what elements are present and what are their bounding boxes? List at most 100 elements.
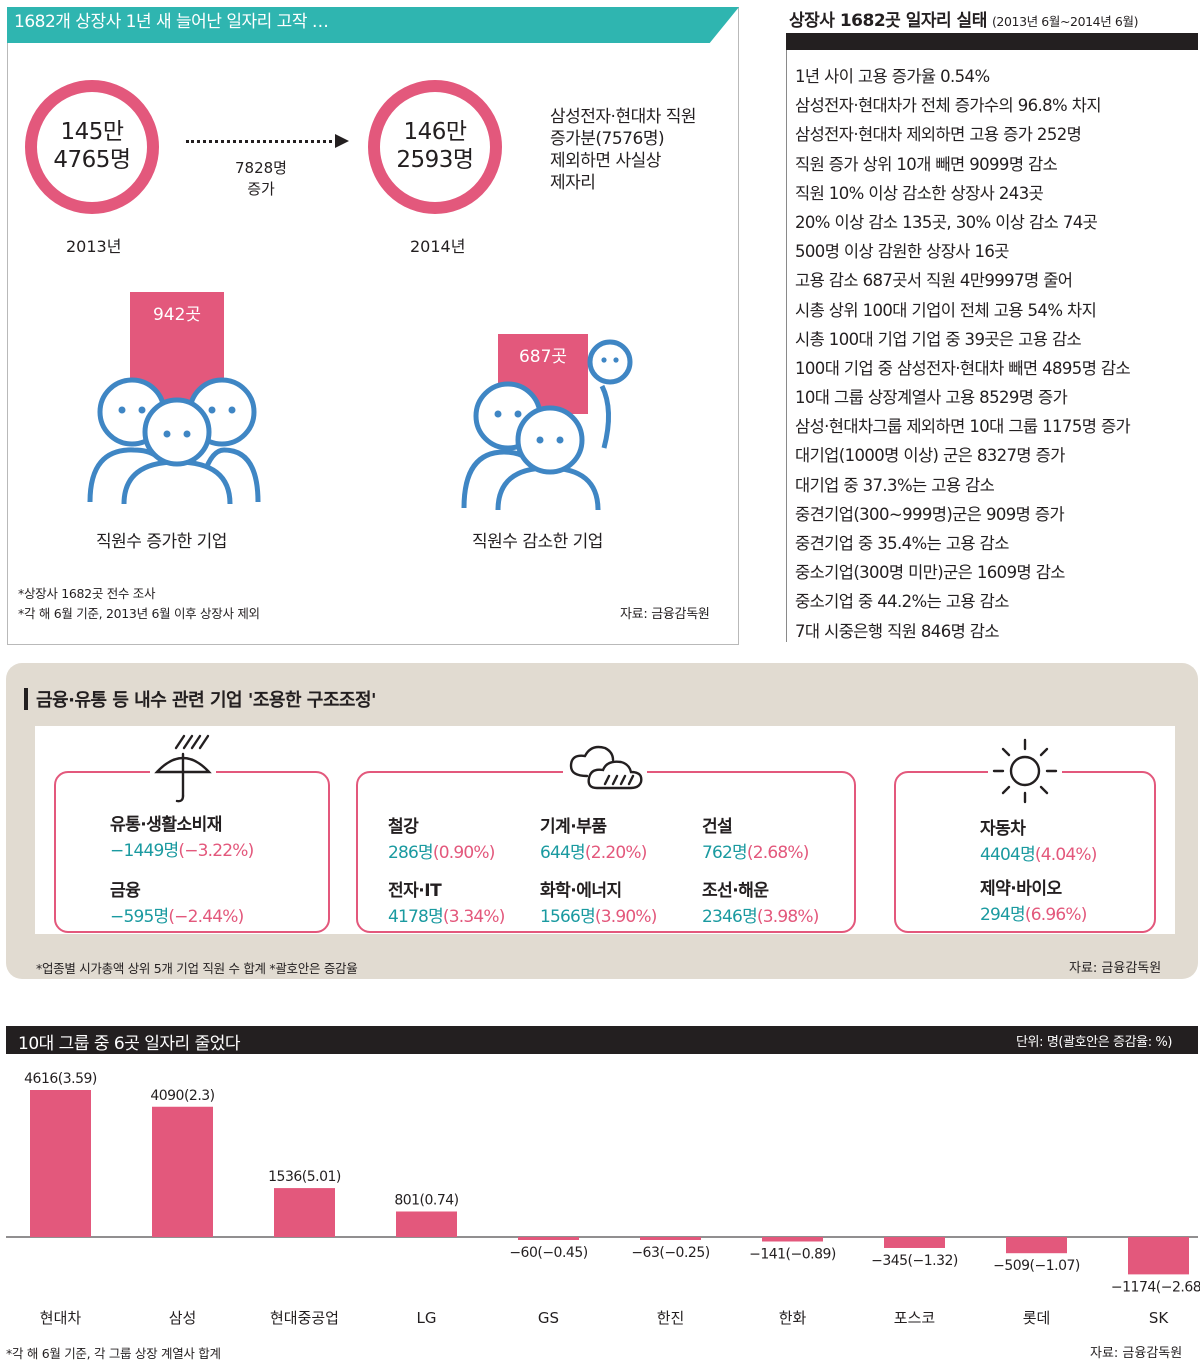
bar-8 — [1006, 1237, 1067, 1254]
group-bar-chart: 4616(3.59) 현대차 4090(2.3) 삼성 1536(5.01) 현대중공업 8… — [6, 1071, 1200, 1327]
bar-1 — [152, 1106, 213, 1237]
footnote-basis: *각 해 6월 기준, 2013년 6월 이후 상장사 제외 — [18, 606, 260, 621]
footnote-survey: *상장사 1682곳 전수 조사 — [18, 586, 156, 601]
sector-machine-value: 644명(2.20%) — [540, 843, 647, 863]
list-item: 500명 이상 감원한 상장사 16곳 — [795, 242, 1009, 262]
sector-machine-name: 기계·부품 — [540, 817, 607, 837]
sun-icon — [988, 736, 1062, 806]
sector-footnote: *업종별 시가총액 상위 5개 기업 직원 수 합계 *괄호안은 증감율 — [36, 961, 358, 976]
category-label-0: 현대차 — [40, 1309, 82, 1327]
bar-0 — [30, 1090, 91, 1237]
bar-value-label-6: −141(−0.89) — [749, 1246, 836, 1262]
status-title-bar — [786, 33, 1198, 50]
ring-2013-line2: 4765명 — [53, 147, 131, 173]
category-label-7: 포스코 — [894, 1309, 935, 1327]
list-item: 1년 사이 고용 증가율 0.54% — [795, 67, 990, 86]
ring-2014: 146만 2593명 — [368, 80, 502, 214]
category-label-8: 롯데 — [1023, 1309, 1051, 1327]
arrow-right-icon — [335, 134, 349, 148]
list-item: 중견기업 중 35.4%는 고용 감소 — [795, 534, 1009, 553]
bar-value-label-2: 1536(5.01) — [268, 1169, 341, 1185]
category-label-3: LG — [417, 1309, 437, 1327]
group-chart-unit: 단위: 명(괄호안은 증감율: %) — [1016, 1035, 1173, 1050]
summary-title-banner — [7, 7, 739, 43]
sector-finance-value: −595명(−2.44%) — [110, 907, 244, 927]
list-item: 20% 이상 감소 135곳, 30% 이상 감소 74곳 — [795, 212, 1098, 232]
sector-title-marker — [24, 688, 28, 710]
sector-retail-value: −1449명(−3.22%) — [110, 841, 254, 861]
list-item: 시총 상위 100대 기업이 전체 고용 54% 차지 — [795, 300, 1097, 320]
list-item: 100대 기업 중 삼성전자·현대차 빼면 4895명 감소 — [795, 358, 1131, 378]
people-group-decrease-icon — [461, 339, 633, 511]
summary-source: 자료: 금융감독원 — [620, 607, 710, 622]
list-item: 중소기업 중 44.2%는 고용 감소 — [795, 592, 1009, 612]
category-label-6: 한화 — [779, 1309, 807, 1327]
list-item: 7대 시중은행 직원 846명 감소 — [795, 621, 1000, 641]
sector-construction-name: 건설 — [702, 817, 733, 837]
group-chart-title: 10대 그룹 중 6곳 일자리 줄었다 — [18, 1034, 241, 1054]
sector-shipbuilding-name: 조선·해운 — [702, 881, 769, 901]
cloud-rain-icon — [563, 742, 647, 792]
sector-shipbuilding-value: 2346명(3.98%) — [702, 907, 819, 927]
list-item: 고용 감소 687곳서 직원 4만9997명 줄어 — [795, 271, 1073, 291]
bar-value-label-1: 4090(2.3) — [150, 1088, 214, 1104]
list-item: 대기업(1000명 이상) 군은 8327명 증가 — [795, 446, 1065, 466]
list-item: 직원 10% 이상 감소한 상장사 243곳 — [795, 183, 1044, 203]
ring-2014-line2: 2593명 — [396, 147, 474, 173]
bar-value-label-9: −1174(−2.68) — [1111, 1279, 1200, 1295]
bar-value-label-7: −345(−1.32) — [871, 1253, 958, 1269]
bar-2 — [274, 1188, 335, 1237]
increased-label: 직원수 증가한 기업 — [96, 532, 227, 552]
sector-steel-name: 철강 — [388, 817, 419, 837]
sector-construction-value: 762명(2.68%) — [702, 843, 809, 863]
bar-value-label-0: 4616(3.59) — [24, 1071, 97, 1087]
bar-5 — [640, 1237, 701, 1240]
status-divider — [786, 50, 787, 642]
list-item: 삼성·현대차그룹 제외하면 10대 그룹 1175명 증가 — [795, 417, 1131, 437]
list-item: 중견기업(300~999명)군은 909명 증가 — [795, 504, 1065, 524]
category-label-4: GS — [538, 1309, 559, 1327]
list-item: 삼성전자·현대차 제외하면 고용 증가 252명 — [795, 125, 1082, 145]
category-label-1: 삼성 — [169, 1309, 197, 1327]
sector-pharma-name: 제약·바이오 — [980, 879, 1062, 899]
bar-7 — [884, 1237, 945, 1248]
category-label-5: 한진 — [657, 1309, 685, 1327]
year-2014-label: 2014년 — [410, 237, 466, 256]
status-list: 1년 사이 고용 증가율 0.54% 삼성전자·현대차가 전체 증가수의 96.… — [795, 62, 1131, 646]
list-item: 시총 100대 기업 기업 중 39곳은 고용 감소 — [795, 329, 1082, 349]
group-chart-source: 자료: 금융감독원 — [1090, 1346, 1183, 1361]
sector-electronics-value: 4178명(3.34%) — [388, 907, 505, 927]
bar-value-label-3: 801(0.74) — [394, 1192, 458, 1208]
sector-title: 금융·유통 등 내수 관련 기업 '조용한 구조조정' — [36, 690, 377, 711]
group-chart-footnote: *각 해 6월 기준, 각 그룹 상장 계열사 합계 — [6, 1346, 221, 1361]
sector-source: 자료: 금융감독원 — [1069, 961, 1162, 976]
category-label-9: SK — [1149, 1309, 1170, 1327]
summary-title: 1682개 상장사 1년 새 늘어난 일자리 고작 … — [14, 12, 329, 32]
sector-chemical-name: 화학·에너지 — [540, 881, 622, 901]
list-item: 삼성전자·현대차가 전체 증가수의 96.8% 차지 — [795, 96, 1102, 116]
bar-6 — [762, 1237, 823, 1242]
list-item: 대기업 중 37.3%는 고용 감소 — [795, 475, 995, 495]
group-chart-title-bar — [6, 1026, 1198, 1054]
bar-value-label-4: −60(−0.45) — [509, 1245, 587, 1261]
category-label-2: 현대중공업 — [270, 1309, 339, 1327]
status-title: 상장사 1682곳 일자리 실태 (2013년 6월~2014년 6월) — [789, 11, 1139, 31]
increase-arrow-line — [186, 140, 338, 143]
sector-auto-value: 4404명(4.04%) — [980, 845, 1097, 865]
sector-electronics-name: 전자·IT — [388, 881, 442, 901]
bar-value-label-5: −63(−0.25) — [631, 1245, 709, 1261]
sector-auto-name: 자동차 — [980, 819, 1026, 839]
umbrella-rain-icon — [150, 730, 216, 806]
bar-3 — [396, 1211, 457, 1237]
sector-finance-name: 금융 — [110, 881, 141, 901]
bar-9 — [1128, 1237, 1189, 1275]
ring-2013: 145만 4765명 — [25, 80, 159, 214]
people-group-icon — [87, 377, 261, 505]
year-2013-label: 2013년 — [66, 237, 122, 256]
list-item: 직원 증가 상위 10개 빼면 9099명 감소 — [795, 154, 1058, 174]
ring-2013-line1: 145만 — [60, 119, 124, 146]
sector-chemical-value: 1566명(3.90%) — [540, 907, 657, 927]
list-item: 중소기업(300명 미만)군은 1609명 감소 — [795, 563, 1065, 583]
samsung-hyundai-note: 삼성전자·현대차 직원 증가분(7576명) 제외하면 사실상 제자리 — [550, 107, 697, 194]
ring-2014-line1: 146만 — [403, 119, 467, 146]
